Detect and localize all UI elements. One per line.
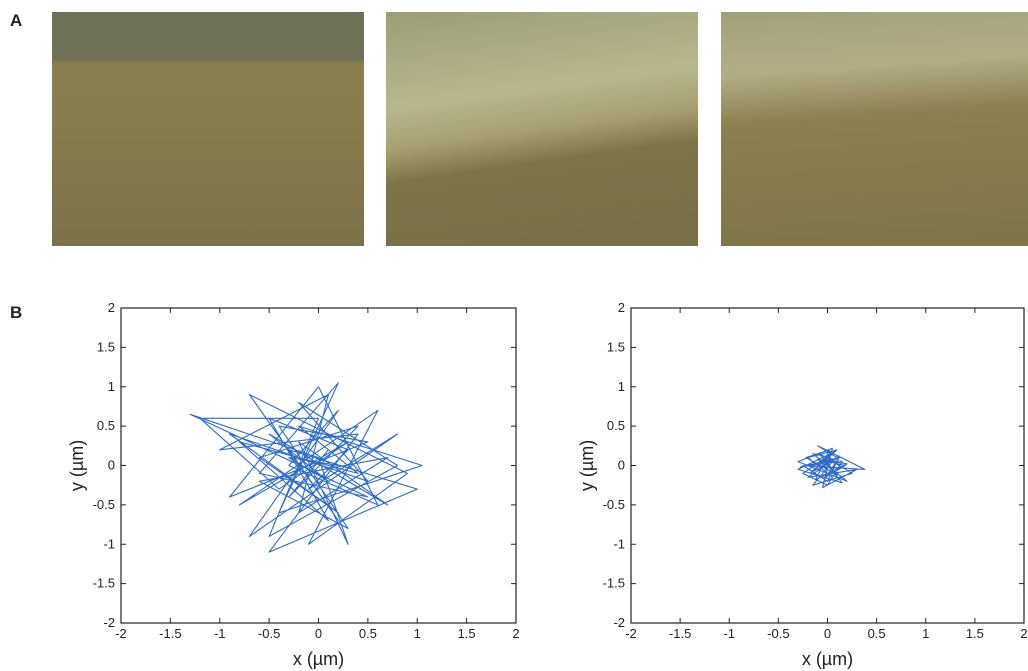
- x-axis-title: x (µm): [293, 649, 344, 669]
- x-tick-label: -1.5: [669, 626, 691, 641]
- y-tick-label: -1: [103, 536, 115, 551]
- x-tick-label: 0: [315, 626, 322, 641]
- y-tick-label: 0: [108, 458, 115, 473]
- plot-frame: [630, 307, 1025, 624]
- y-tick-label: -1: [613, 536, 625, 551]
- x-tick-label: 1.5: [966, 626, 984, 641]
- photo: [386, 12, 698, 246]
- trajectory: [797, 445, 866, 489]
- x-tick-label: 1.5: [458, 626, 476, 641]
- x-tick-label: -2: [625, 626, 637, 641]
- y-tick-label: 0.5: [97, 418, 115, 433]
- y-tick-label: -2: [103, 615, 115, 630]
- y-tick-label: 2: [618, 300, 625, 315]
- x-tick-label: 1: [414, 626, 421, 641]
- y-tick-label: 2: [108, 300, 115, 315]
- x-tick-label: -1: [723, 626, 735, 641]
- y-tick-label: -0.5: [603, 497, 625, 512]
- x-axis-title: x (µm): [802, 649, 853, 669]
- x-tick-label: 0.5: [359, 626, 377, 641]
- y-tick-label: 1.5: [97, 339, 115, 354]
- y-tick-label: 0.5: [607, 418, 625, 433]
- x-tick-label: -2: [115, 626, 127, 641]
- photo: [721, 12, 1028, 246]
- x-tick-label: -0.5: [258, 626, 280, 641]
- y-axis-title: y (µm): [577, 440, 597, 491]
- y-tick-label: 0: [618, 458, 625, 473]
- y-tick-label: -1.5: [603, 576, 625, 591]
- x-tick-label: 0: [824, 626, 831, 641]
- y-tick-label: 1.5: [607, 339, 625, 354]
- x-tick-label: -1.5: [159, 626, 181, 641]
- x-tick-label: 0.5: [868, 626, 886, 641]
- y-axis-title: y (µm): [67, 440, 87, 491]
- x-tick-label: 2: [1020, 626, 1027, 641]
- x-tick-label: -1: [214, 626, 226, 641]
- y-tick-label: 1: [108, 379, 115, 394]
- y-tick-label: -0.5: [93, 497, 115, 512]
- trajectory: [189, 382, 423, 553]
- y-tick-label: 1: [618, 379, 625, 394]
- x-tick-label: 1: [922, 626, 929, 641]
- y-tick-label: -2: [613, 615, 625, 630]
- photo: [52, 12, 364, 246]
- x-tick-label: 2: [512, 626, 519, 641]
- x-tick-label: -0.5: [767, 626, 789, 641]
- y-tick-label: -1.5: [93, 576, 115, 591]
- panel-label: A: [10, 11, 22, 30]
- panel-label: B: [10, 303, 22, 322]
- plot-frame: [120, 307, 517, 624]
